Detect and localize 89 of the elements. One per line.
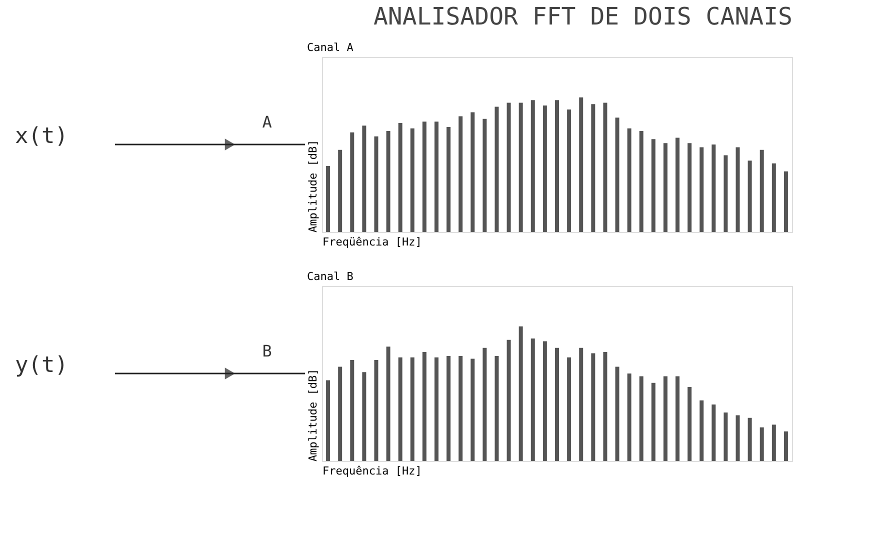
bar xyxy=(615,366,620,461)
bar xyxy=(434,122,438,232)
bar xyxy=(374,136,378,232)
bar xyxy=(542,341,547,461)
bar xyxy=(482,118,487,232)
bar xyxy=(530,100,535,232)
bar xyxy=(518,326,523,461)
bar xyxy=(386,131,390,232)
bar xyxy=(362,126,366,232)
bar xyxy=(579,348,584,461)
bar xyxy=(724,412,728,461)
bar xyxy=(688,143,692,232)
bar xyxy=(772,424,776,461)
bar xyxy=(700,400,704,461)
bar xyxy=(676,138,680,232)
bar xyxy=(518,102,523,232)
bar xyxy=(651,139,656,232)
bar xyxy=(470,112,475,232)
bar xyxy=(555,348,559,461)
bar xyxy=(700,147,704,232)
bar xyxy=(410,357,414,461)
y-axis-title: Amplitude [dB] xyxy=(306,368,320,462)
bar xyxy=(326,166,330,232)
bar xyxy=(434,357,438,461)
bar xyxy=(663,376,668,461)
bar xyxy=(639,376,644,461)
bar xyxy=(712,144,716,232)
bar xyxy=(494,356,499,461)
bar xyxy=(736,415,740,461)
text: B xyxy=(262,342,272,360)
bar xyxy=(398,122,402,232)
x-axis-title: Freqüência [Hz] xyxy=(322,236,422,248)
bar xyxy=(615,118,620,232)
chart-title: Canal B xyxy=(307,270,354,283)
bar xyxy=(603,352,608,461)
bar xyxy=(591,353,596,461)
bar xyxy=(386,346,390,461)
bar xyxy=(338,366,342,461)
y-axis-title: Amplitude [dB] xyxy=(306,140,320,232)
bar xyxy=(627,128,632,232)
bar xyxy=(350,132,354,232)
chart-title: Canal A xyxy=(307,41,354,54)
bar xyxy=(542,105,547,232)
bar xyxy=(506,340,511,461)
bar xyxy=(748,418,752,461)
bar xyxy=(736,147,740,232)
bar xyxy=(446,127,451,232)
bar xyxy=(579,97,584,232)
bar xyxy=(326,380,330,461)
bar xyxy=(591,104,596,232)
bar xyxy=(567,357,572,461)
bar xyxy=(482,348,487,461)
bar xyxy=(350,360,354,461)
bar xyxy=(772,163,776,232)
text: x(t) xyxy=(15,124,68,149)
bar xyxy=(760,150,764,232)
bar xyxy=(458,116,463,232)
bar xyxy=(603,102,608,232)
bar xyxy=(724,155,728,232)
bar xyxy=(338,150,342,232)
bar xyxy=(748,160,752,232)
bar xyxy=(627,374,632,461)
bar xyxy=(458,356,463,461)
bar xyxy=(362,372,366,461)
bar xyxy=(663,143,668,232)
bar xyxy=(567,110,572,232)
bar xyxy=(374,360,378,461)
bar xyxy=(530,338,535,461)
bar xyxy=(712,404,716,461)
bar xyxy=(676,376,680,461)
bar xyxy=(494,106,499,232)
bar xyxy=(422,122,426,232)
text: A xyxy=(262,112,272,132)
x-axis-title: Frequência [Hz] xyxy=(322,464,422,478)
bar xyxy=(760,427,764,461)
bar xyxy=(422,352,426,461)
bar xyxy=(398,357,402,461)
bar xyxy=(470,358,475,461)
bar xyxy=(410,128,414,232)
text: y(t) xyxy=(15,352,68,378)
bar xyxy=(446,356,451,461)
bar xyxy=(506,102,511,232)
bar xyxy=(651,382,656,461)
text: ANALISADOR FFT DE DOIS CANAIS xyxy=(373,2,792,30)
bar xyxy=(639,131,644,232)
bar xyxy=(555,100,559,232)
bar xyxy=(784,171,788,232)
bar xyxy=(688,386,692,461)
bar xyxy=(784,431,788,461)
